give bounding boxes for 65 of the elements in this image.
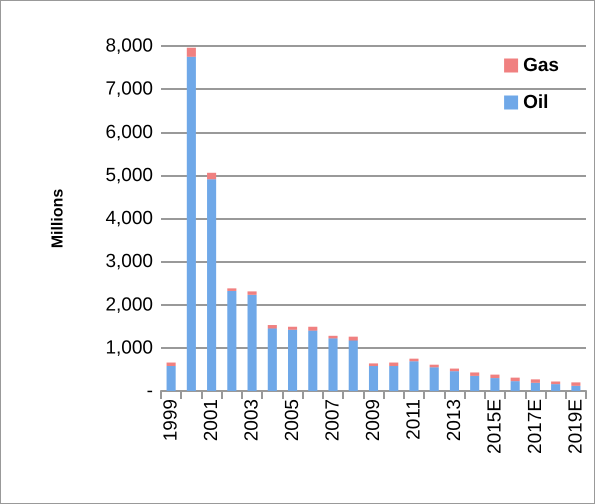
bar [490,374,500,378]
bar [186,56,196,391]
bar [450,368,460,372]
bar [470,376,480,391]
bar [248,294,257,391]
bar [288,326,298,330]
y-axis-title: Millions [50,188,66,248]
bar [368,366,378,391]
bar [430,364,439,368]
bar [409,358,419,362]
x-tick-label: 2005 [282,399,304,442]
bar [166,366,176,391]
bar [389,362,398,366]
bar [530,382,540,391]
bar [207,172,216,180]
y-tick-label: 4,000 [105,208,153,229]
y-tick-label: - [146,380,153,402]
bar [328,336,338,338]
bar [368,363,378,366]
bar [571,386,580,391]
y-tick-label: 3,000 [105,251,153,272]
bar [470,372,480,376]
bar [510,381,520,391]
x-tick-label: 2017E [524,399,546,454]
bar [268,325,277,328]
bar [308,330,318,391]
y-tick-label: 2,000 [105,294,153,316]
x-tick-label: 2013 [444,399,465,442]
bar [348,336,358,341]
x-tick-label: 1999 [160,399,182,442]
legend-label: Gas [523,55,560,76]
bar [186,48,196,57]
bar [551,382,560,384]
bar [490,378,500,391]
bar [530,379,540,383]
bar [510,378,520,382]
bar [389,366,398,391]
bar [551,384,560,391]
bar [227,288,236,291]
bar [348,340,358,391]
y-tick-label: 1,000 [105,337,153,358]
bar [227,290,236,391]
bar [571,382,580,386]
bar [268,328,277,391]
y-tick-label: 5,000 [105,164,153,186]
x-tick-label: 2001 [201,399,222,442]
y-tick-label: 6,000 [105,122,153,143]
x-tick-label: 2007 [322,399,344,442]
bar [430,367,439,391]
y-tick-label: 7,000 [105,78,153,100]
x-tick-label: 2009 [363,399,384,442]
bar [166,362,176,366]
bar [409,361,419,391]
bar [450,371,460,391]
x-tick-label: 2019E [565,399,586,454]
bar [248,291,257,295]
bar [288,330,298,391]
x-tick-label: 2011 [403,399,424,440]
legend-label: Oil [523,92,548,113]
x-tick-label: 2015E [484,399,506,454]
bar [328,338,338,391]
y-tick-label: 8,000 [105,36,153,56]
bar [207,179,216,391]
x-tick-label: 2003 [242,399,263,442]
bar [308,326,318,331]
